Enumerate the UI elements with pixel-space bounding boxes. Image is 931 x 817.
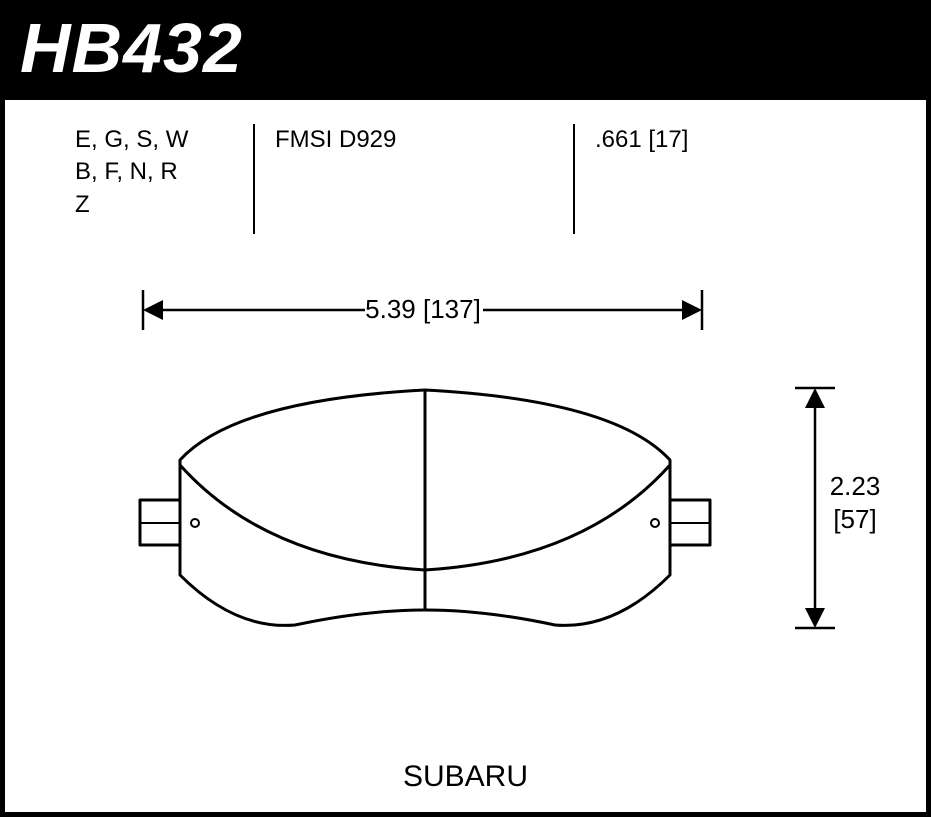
header-bar: HB432 — [0, 0, 931, 100]
compounds-line1: E, G, S, W — [75, 124, 233, 156]
height-mm: [57] — [833, 504, 876, 534]
brake-pad-diagram: 5.39 [137] 2.23 [57] — [35, 250, 905, 710]
fmsi-column: FMSI D929 — [275, 124, 575, 234]
compounds-column: E, G, S, W B, F, N, R Z — [75, 124, 255, 234]
svg-text:5.39 [13: 5.39 [137] — [365, 294, 481, 324]
brake-pad-shape — [140, 390, 710, 625]
width-mm: [137] — [423, 294, 481, 324]
main-frame: E, G, S, W B, F, N, R Z FMSI D929 .661 [… — [0, 100, 931, 817]
height-inches: 2.23 — [830, 471, 881, 501]
width-inches: 5.39 — [365, 294, 416, 324]
info-row: E, G, S, W B, F, N, R Z FMSI D929 .661 [… — [5, 100, 926, 250]
thickness-column: .661 [17] — [595, 124, 708, 234]
part-number: HB432 — [20, 9, 243, 87]
right-hole-icon — [651, 519, 659, 527]
compounds-line3: Z — [75, 189, 233, 221]
inner-arc-left — [180, 465, 425, 570]
height-dimension-arrow: 2.23 [57] — [795, 388, 880, 628]
width-dimension-arrow: 5.39 [137] — [143, 290, 702, 330]
vehicle-label: SUBARU — [5, 750, 926, 812]
compounds-line2: B, F, N, R — [75, 156, 233, 188]
diagram-area: 5.39 [137] 2.23 [57] — [35, 250, 896, 750]
inner-arc-right — [425, 465, 670, 570]
thickness-inches: .661 — [595, 126, 642, 153]
left-hole-icon — [191, 519, 199, 527]
thickness-mm: [17] — [648, 126, 688, 153]
fmsi-label: FMSI D929 — [275, 124, 553, 156]
